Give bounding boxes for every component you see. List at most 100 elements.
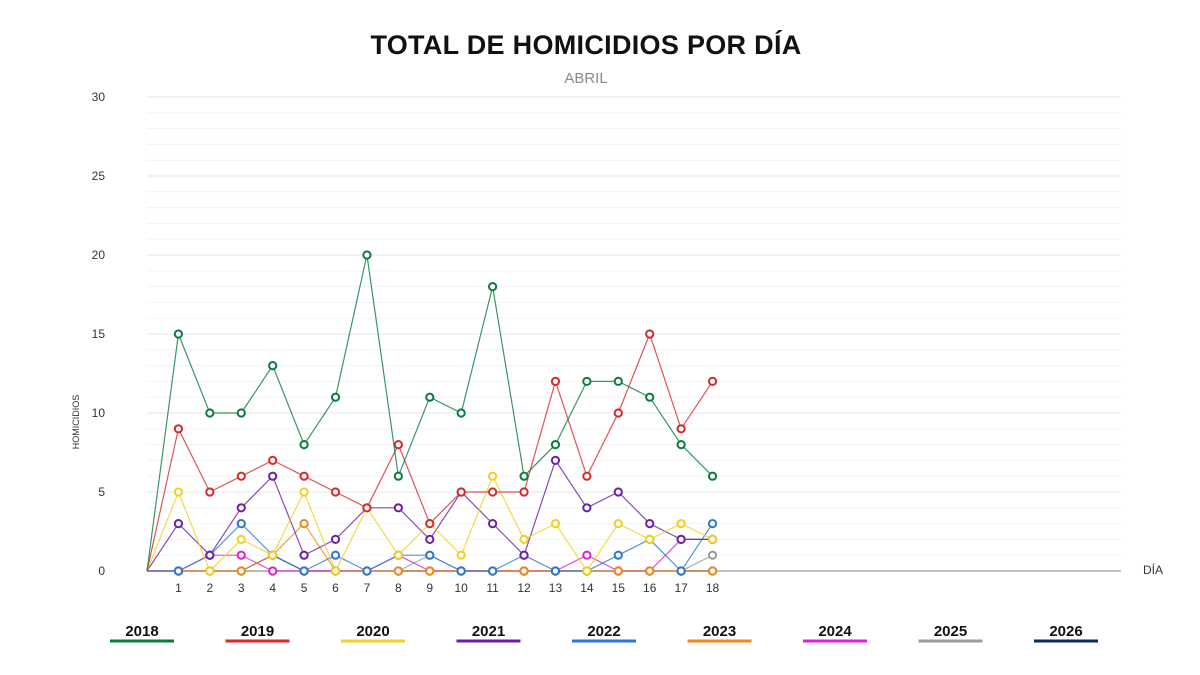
data-point	[393, 550, 403, 560]
data-point	[676, 534, 686, 545]
x-tick-label: 13	[549, 581, 563, 595]
legend-label: 2020	[356, 623, 389, 640]
series-2023	[147, 519, 718, 576]
data-point	[645, 329, 655, 339]
data-point	[205, 408, 215, 418]
data-point	[707, 471, 718, 481]
x-tick-label: 16	[643, 581, 657, 595]
data-point	[425, 392, 435, 402]
data-point	[582, 566, 592, 576]
series-line-2022	[147, 522, 714, 572]
x-axis-title: DÍA	[1143, 562, 1163, 577]
legend-item-2025: 2025	[918, 623, 983, 643]
axes: HOMICIDIOS DÍA	[71, 395, 1163, 577]
data-point	[330, 487, 341, 497]
series-2022	[147, 519, 718, 576]
data-point	[707, 566, 718, 576]
data-point	[645, 566, 655, 576]
legend-label: 2021	[472, 623, 505, 640]
data-point	[299, 566, 309, 576]
legend-item-2021: 2021	[456, 623, 521, 643]
data-point	[173, 566, 184, 576]
legend-label: 2026	[1049, 623, 1082, 640]
data-point	[613, 519, 623, 529]
series-2019	[146, 329, 718, 572]
data-point	[236, 550, 246, 560]
data-point	[519, 471, 529, 481]
data-point	[488, 519, 498, 529]
legend-label: 2023	[703, 623, 736, 640]
legend-label: 2019	[241, 623, 274, 640]
x-tick-label: 14	[580, 581, 594, 595]
legend-item-2020: 2020	[341, 623, 405, 643]
data-point	[425, 550, 435, 560]
data-point	[268, 550, 278, 560]
data-point	[519, 487, 529, 497]
legend-item-2024: 2024	[803, 623, 867, 643]
data-point	[707, 376, 718, 386]
x-tick-label: 10	[455, 581, 469, 595]
x-tick-label: 4	[269, 581, 276, 595]
data-point	[645, 519, 655, 529]
data-point	[268, 471, 278, 481]
data-point	[205, 550, 215, 560]
data-point	[550, 519, 561, 529]
data-point	[393, 471, 403, 481]
data-point	[299, 550, 309, 560]
data-point	[205, 566, 215, 576]
series-2018	[146, 250, 718, 572]
y-tick-label: 30	[92, 90, 106, 104]
legend-item-2018: 2018	[110, 623, 174, 643]
legend-label: 2025	[934, 623, 967, 640]
data-point	[268, 566, 278, 576]
data-point	[456, 408, 466, 418]
chart-subtitle: ABRIL	[564, 70, 608, 87]
x-tick-label: 5	[301, 581, 308, 595]
data-point	[236, 408, 246, 418]
x-tick-label: 7	[364, 581, 371, 595]
legend: 2018 2019 2020 2021 2022 2023 2024 2025 2026	[110, 623, 1098, 643]
data-point	[362, 250, 372, 260]
y-tick-labels: 0 5 10 15 20 25 30	[92, 90, 106, 578]
x-tick-label: 2	[206, 581, 213, 595]
data-point	[299, 440, 309, 450]
data-point	[707, 534, 718, 545]
data-point	[299, 471, 309, 481]
legend-item-2023: 2023	[687, 623, 752, 643]
data-point	[330, 392, 341, 402]
data-point	[613, 550, 623, 560]
data-point	[205, 487, 215, 497]
data-point	[707, 519, 718, 529]
data-point	[236, 534, 246, 545]
data-point	[173, 424, 184, 434]
legend-label: 2024	[818, 623, 852, 640]
data-point	[362, 503, 372, 513]
data-point	[582, 376, 592, 386]
data-point	[519, 534, 529, 545]
data-point	[488, 471, 498, 481]
legend-item-2022: 2022	[572, 623, 636, 643]
data-point	[330, 566, 341, 576]
data-point	[330, 534, 341, 545]
x-tick-labels: 1 2 3 4 5 6 7 8 9 10 11 12 13 14 15 16 17 18	[175, 581, 719, 595]
data-point	[613, 408, 623, 418]
x-tick-label: 15	[612, 581, 626, 595]
legend-item-2019: 2019	[225, 623, 290, 643]
data-point	[488, 487, 498, 497]
x-tick-label: 8	[395, 581, 402, 595]
data-point	[456, 487, 466, 497]
series-line-2023	[147, 522, 713, 572]
x-tick-label: 12	[517, 581, 531, 595]
y-tick-label: 20	[92, 248, 106, 262]
data-point	[173, 329, 184, 339]
data-point	[645, 392, 655, 402]
x-tick-label: 17	[674, 581, 688, 595]
data-point	[519, 566, 529, 576]
data-point	[519, 550, 529, 560]
data-point	[488, 566, 498, 576]
data-point	[268, 455, 278, 465]
data-point	[707, 550, 718, 560]
data-point	[173, 487, 184, 497]
y-axis-title: HOMICIDIOS	[71, 395, 81, 450]
